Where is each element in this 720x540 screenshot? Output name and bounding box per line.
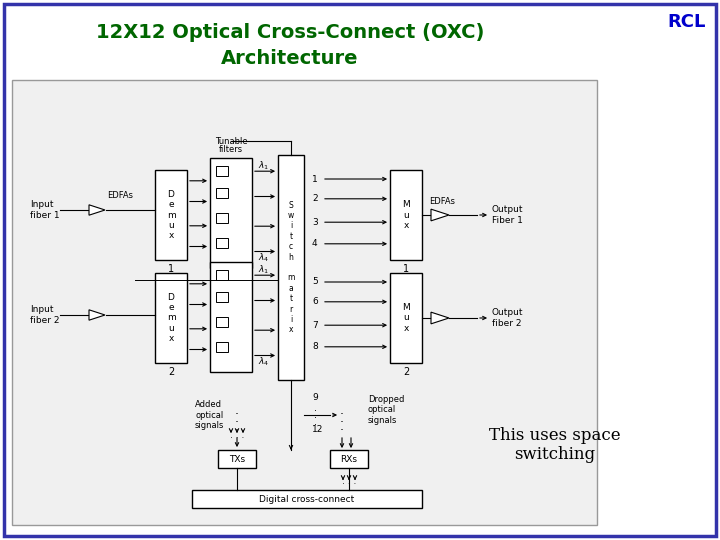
Text: 1: 1 [403,264,409,274]
Bar [192,490,422,508]
Bar [210,158,252,268]
Text: 3: 3 [312,218,318,227]
Text: RCL: RCL [667,13,706,31]
Text: $\lambda_1$: $\lambda_1$ [258,264,269,276]
Text: .: . [340,420,344,433]
Bar [216,317,228,327]
Text: D
e
m
u
x: D e m u x [166,190,176,240]
Text: .: . [235,403,239,416]
Polygon shape [431,312,449,324]
Bar [216,270,228,280]
Text: . . .: . . . [342,477,356,487]
Text: 4: 4 [312,239,318,248]
Text: Tunable: Tunable [215,137,247,145]
Text: 1: 1 [312,174,318,184]
Text: .: . [235,411,239,424]
Text: Input
fiber 1: Input fiber 1 [30,200,60,220]
Text: .: . [314,410,317,420]
Text: Digital cross-connect: Digital cross-connect [259,495,355,503]
Bar [390,170,422,260]
Bar [216,342,228,352]
Bar [216,188,228,198]
Text: 2: 2 [403,367,409,377]
Polygon shape [89,205,105,215]
Text: 12: 12 [312,426,323,435]
Text: Dropped
optical
signals: Dropped optical signals [368,395,405,425]
Text: 6: 6 [312,298,318,306]
Text: $\lambda_1$: $\lambda_1$ [258,160,269,172]
Text: 12X12 Optical Cross-Connect (OXC): 12X12 Optical Cross-Connect (OXC) [96,23,484,42]
Text: 7: 7 [312,321,318,330]
Text: .: . [235,420,239,433]
Text: .: . [340,411,344,424]
Text: $\lambda_4$: $\lambda_4$ [258,356,269,368]
Polygon shape [431,209,449,221]
Bar [390,273,422,363]
Text: Added
optical
signals: Added optical signals [195,400,225,430]
Text: 8: 8 [312,342,318,352]
Text: 5: 5 [312,278,318,287]
Bar [216,238,228,248]
Text: Output
fiber 2: Output fiber 2 [492,308,523,328]
Text: 2: 2 [312,194,318,203]
Bar [155,273,187,363]
Bar [155,170,187,260]
Text: $\lambda_4$: $\lambda_4$ [258,252,269,264]
Text: This uses space
switching: This uses space switching [489,427,621,463]
Text: RXs: RXs [341,455,358,463]
Text: S
w
i
t
c
h

m
a
t
r
i
x: S w i t c h m a t r i x [287,200,294,334]
Text: filters: filters [219,145,243,154]
Text: .: . [314,417,317,427]
Text: D
e
m
u
x: D e m u x [166,293,176,343]
Bar [216,213,228,223]
Text: .: . [340,403,344,416]
Text: Output
Fiber 1: Output Fiber 1 [492,205,523,225]
Text: EDFAs: EDFAs [429,197,455,206]
Text: Architecture: Architecture [221,49,359,68]
Text: M
u
x: M u x [402,303,410,333]
Bar [218,450,256,468]
Text: M
u
x: M u x [402,200,410,230]
Bar [216,166,228,176]
Text: .: . [314,403,317,413]
Bar [210,262,252,372]
Bar [216,292,228,302]
Bar [12,80,597,525]
Polygon shape [89,310,105,320]
Text: Input
fiber 2: Input fiber 2 [30,305,60,325]
Text: . . .: . . . [230,431,244,441]
Text: 1: 1 [168,264,174,274]
Text: 9: 9 [312,394,318,402]
Text: EDFAs: EDFAs [107,192,133,200]
Bar [278,155,304,380]
Text: 2: 2 [168,367,174,377]
Text: TXs: TXs [229,455,245,463]
Bar [330,450,368,468]
